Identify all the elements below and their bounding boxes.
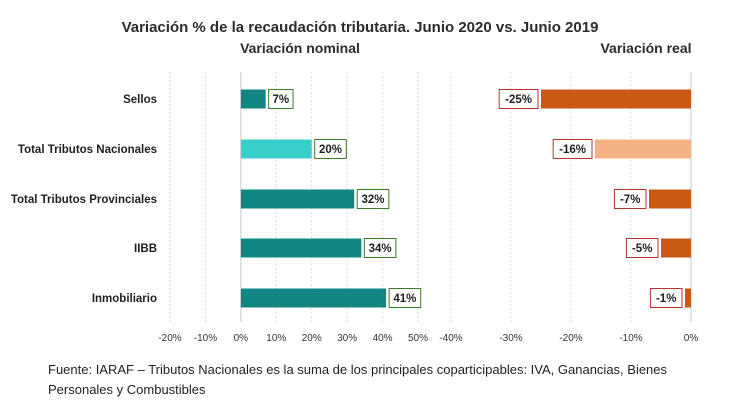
data-label: 34% (369, 243, 392, 255)
tick-label: -10% (619, 333, 642, 344)
chart-title: Variación % de la recaudación tributaria… (122, 19, 599, 36)
bar (240, 238, 362, 258)
data-label: -25% (505, 94, 532, 106)
bars (240, 89, 691, 308)
tick-label: -30% (499, 333, 522, 344)
data-label: -7% (620, 194, 640, 206)
data-label: 7% (273, 94, 290, 106)
data-label-box (625, 238, 659, 258)
data-label-box (356, 189, 390, 209)
data-label-box (552, 139, 593, 159)
bar (685, 288, 691, 308)
bar (541, 89, 691, 109)
data-label-box (498, 89, 539, 109)
bar (240, 288, 387, 308)
bar (240, 89, 266, 109)
category-label: Total Tributos Provinciales (11, 194, 157, 206)
data-label: -16% (559, 144, 586, 156)
category-label: Inmobiliario (92, 293, 157, 305)
bar (649, 189, 691, 209)
tick-label: 10% (266, 333, 286, 344)
bar (240, 139, 312, 159)
tick-label: -20% (559, 333, 582, 344)
tick-label: 0% (684, 333, 699, 344)
tick-label: 40% (373, 333, 393, 344)
data-label-box (363, 238, 397, 258)
tick-label: -10% (194, 333, 217, 344)
tick-label: 30% (337, 333, 357, 344)
bar (661, 238, 691, 258)
labels: Sellos Total Tributos Nacionales Total Tri… (11, 89, 699, 344)
data-label-box (314, 139, 347, 159)
source-note: Fuente: IARAF – Tributos Nacionales es l… (48, 362, 668, 397)
data-label: -1% (656, 293, 676, 305)
bar (240, 189, 355, 209)
tick-label: 20% (302, 333, 322, 344)
category-label: IIBB (134, 243, 157, 255)
category-label: Total Tributos Nacionales (18, 144, 157, 156)
tick-label: 50% (408, 333, 428, 344)
data-label: 20% (319, 144, 342, 156)
tick-label: -40% (439, 333, 462, 344)
tick-label: -20% (158, 333, 181, 344)
data-label: 32% (362, 194, 385, 206)
data-label-box (268, 89, 294, 109)
data-label-box (388, 288, 422, 308)
data-label-box (613, 189, 647, 209)
data-label: 41% (393, 293, 416, 305)
panel-subtitle-nominal: Variación nominal (240, 40, 360, 56)
category-label: Sellos (123, 94, 157, 106)
panel-subtitle-real: Variación real (600, 40, 691, 56)
tick-label: 0% (234, 333, 249, 344)
bar (595, 139, 691, 159)
data-label: -5% (632, 243, 652, 255)
data-label-box (649, 288, 683, 308)
